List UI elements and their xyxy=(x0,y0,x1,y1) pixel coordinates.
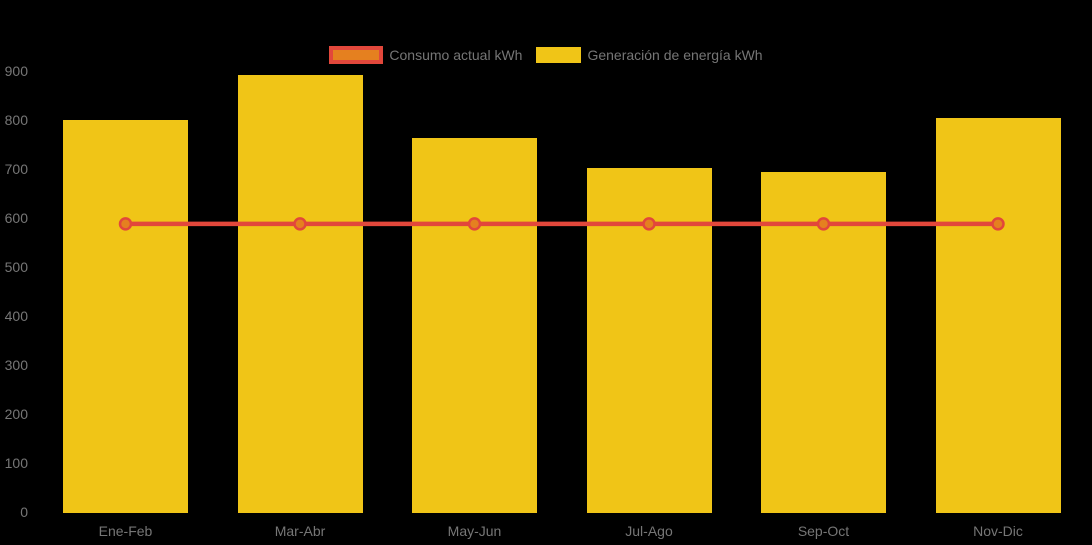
y-axis-tick-label: 900 xyxy=(4,63,28,79)
bar-ene-feb[interactable] xyxy=(63,120,188,513)
x-axis-label: Mar-Abr xyxy=(274,523,326,539)
x-axis-label: Jul-Ago xyxy=(625,523,673,539)
y-axis-tick-label: 200 xyxy=(4,406,28,422)
y-axis-tick-label: 700 xyxy=(4,161,28,177)
line-marker[interactable] xyxy=(816,217,831,231)
x-axis-label: Sep-Oct xyxy=(797,523,850,539)
legend-item-generacion[interactable]: Generación de energía kWh xyxy=(536,46,763,64)
bar-nov-dic[interactable] xyxy=(935,118,1061,513)
y-axis-tick-label: 0 xyxy=(20,504,28,520)
x-axis-label: Ene-Feb xyxy=(98,523,153,539)
line-marker[interactable] xyxy=(991,217,1005,231)
legend-swatch-bar-icon xyxy=(536,47,582,63)
line-marker[interactable] xyxy=(118,217,133,231)
legend-swatch-line-icon xyxy=(329,46,384,64)
bar-mar-abr[interactable] xyxy=(237,74,363,513)
x-axis-label: Nov-Dic xyxy=(973,523,1023,539)
line-marker[interactable] xyxy=(293,217,307,231)
y-axis-tick-label: 500 xyxy=(4,259,28,275)
y-axis-tick-label: 600 xyxy=(4,210,28,226)
x-axis-label: May-Jun xyxy=(447,523,502,539)
y-axis-tick-label: 100 xyxy=(4,455,28,471)
y-axis-tick-label: 300 xyxy=(4,357,28,373)
y-axis-tick-label: 800 xyxy=(4,112,28,128)
line-marker[interactable] xyxy=(467,217,482,231)
line-marker[interactable] xyxy=(642,217,656,231)
legend-item-consumo[interactable]: Consumo actual kWh xyxy=(329,46,522,64)
bar-may-jun[interactable] xyxy=(412,137,537,513)
legend-label-generacion: Generación de energía kWh xyxy=(587,47,763,63)
legend: Consumo actual kWh Generación de energía… xyxy=(0,46,1092,64)
legend-label-consumo: Consumo actual kWh xyxy=(389,47,523,63)
y-axis-tick-label: 400 xyxy=(4,308,28,324)
